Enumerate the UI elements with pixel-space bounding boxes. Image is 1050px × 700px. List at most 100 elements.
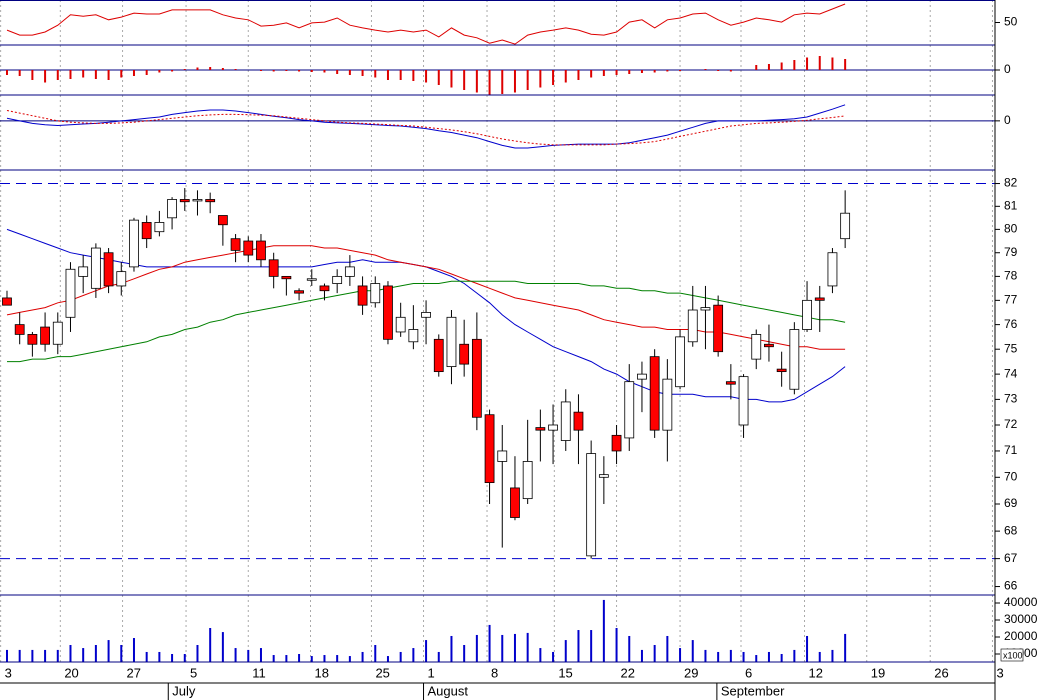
candle-body <box>510 487 520 518</box>
y-tick-label: 68 <box>1004 523 1018 537</box>
candle-body <box>179 199 190 203</box>
candle-body <box>27 334 38 345</box>
candle-body <box>446 316 457 368</box>
x-tick-label: 15 <box>558 665 572 680</box>
y-tick-label: 67 <box>1004 551 1018 565</box>
candle-body <box>129 219 139 268</box>
candle-body <box>586 453 597 557</box>
candle-body <box>40 326 50 345</box>
candle-body <box>459 343 470 365</box>
month-label: August <box>428 683 469 698</box>
month-label: September <box>721 683 785 698</box>
indicator-line <box>6 110 846 146</box>
candle-body <box>789 329 800 390</box>
candle-body <box>598 474 609 478</box>
x-tick-label: 12 <box>809 665 823 680</box>
y-tick-label: 40000 <box>1004 595 1038 609</box>
candle-body <box>141 222 152 240</box>
y-tick-label: 82 <box>1004 176 1018 190</box>
candle-body <box>535 427 546 431</box>
candle-body <box>814 297 825 301</box>
candle-body <box>662 378 673 431</box>
candle-body <box>649 356 660 431</box>
candle-body <box>256 240 266 261</box>
candle-body <box>370 283 381 304</box>
candle-body <box>230 238 241 251</box>
x-tick-label: 11 <box>252 665 266 680</box>
candle-body <box>319 285 330 292</box>
candle-body <box>433 338 444 373</box>
x-tick-label: 29 <box>684 665 698 680</box>
candle-body <box>395 316 406 333</box>
candle-body <box>840 212 851 240</box>
x-tick-label: 8 <box>491 665 498 680</box>
y-tick-label: 74 <box>1004 366 1018 380</box>
candle-body <box>344 266 355 277</box>
candle-body <box>167 199 177 219</box>
x-tick-label: 19 <box>871 665 885 680</box>
y-tick-label: 20000 <box>1004 629 1038 643</box>
candle-body <box>802 299 812 330</box>
candle-body <box>713 304 724 353</box>
candle-body <box>751 334 762 360</box>
candle-body <box>192 199 203 202</box>
candle-body <box>611 434 622 452</box>
x-tick-label: 18 <box>315 665 329 680</box>
y-tick-label: 71 <box>1004 443 1018 457</box>
candle-body <box>725 381 736 385</box>
y-tick-label: 78 <box>1004 269 1018 283</box>
candle-body <box>205 199 216 203</box>
candle-body <box>306 278 317 281</box>
x-tick-label: 5 <box>190 665 197 680</box>
candle-body <box>471 338 482 418</box>
candle-body <box>154 222 165 233</box>
candle-body <box>78 266 89 277</box>
y-tick-label: 30000 <box>1004 612 1038 626</box>
candle-body <box>217 215 228 226</box>
candle-body <box>408 329 419 343</box>
annotation-box <box>1000 648 1024 662</box>
candle-body <box>738 376 749 426</box>
candle-body <box>52 321 63 345</box>
annotation: x100 <box>1003 650 1023 660</box>
candle-body <box>687 309 698 343</box>
candle-body <box>700 307 711 311</box>
y-tick-label: 0 <box>1004 113 1011 127</box>
y-tick-label: 66 <box>1004 579 1018 593</box>
y-tick-label: 77 <box>1004 293 1018 307</box>
candle-body <box>484 414 495 484</box>
indicator-line <box>6 3 846 45</box>
month-label: July <box>172 683 196 698</box>
candle-body <box>14 324 25 335</box>
x-tick-label: 3 <box>5 665 12 680</box>
candle-body <box>281 275 292 280</box>
candle-body <box>294 290 304 294</box>
x-tick-label: 1 <box>428 665 435 680</box>
candle-body <box>637 373 647 380</box>
y-tick-label: 69 <box>1004 496 1018 510</box>
x-tick-label: 20 <box>64 665 78 680</box>
candle-body <box>103 252 114 287</box>
y-tick-label: 50 <box>1004 15 1018 29</box>
y-tick-label: 79 <box>1004 245 1018 259</box>
y-tick-label: 72 <box>1004 417 1018 431</box>
candle-body <box>560 401 571 441</box>
y-tick-label: 75 <box>1004 341 1018 355</box>
x-tick-label: 27 <box>127 665 141 680</box>
y-tick-label: 81 <box>1004 198 1018 212</box>
candle-body <box>776 368 787 373</box>
candle-body <box>421 312 431 318</box>
y-tick-label: 76 <box>1004 317 1018 331</box>
candle-body <box>624 381 635 439</box>
candle-body <box>332 275 343 284</box>
candle-body <box>548 424 558 431</box>
candle-body <box>268 259 279 277</box>
indicator-line <box>6 104 846 149</box>
candle-body <box>573 411 584 431</box>
y-tick-label: 73 <box>1004 392 1018 406</box>
y-tick-label: 70 <box>1004 469 1018 483</box>
candle-body <box>243 240 254 256</box>
candle-body <box>65 268 76 318</box>
candle-body <box>522 461 533 500</box>
